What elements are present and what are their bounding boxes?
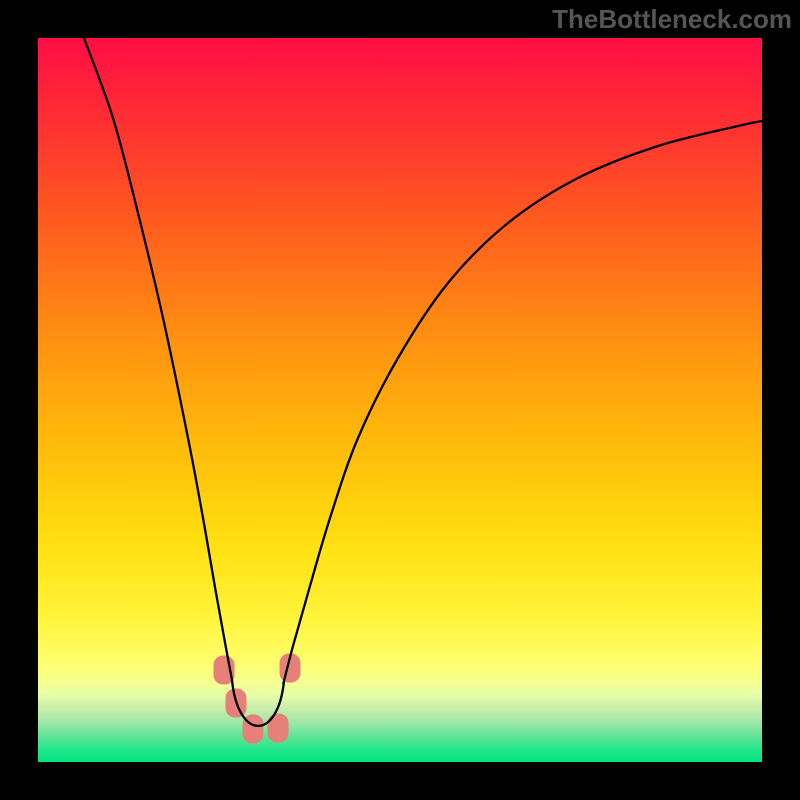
source-watermark: TheBottleneck.com: [552, 4, 792, 35]
bottleneck-chart: [38, 38, 762, 762]
chart-outer-frame: TheBottleneck.com: [0, 0, 800, 800]
